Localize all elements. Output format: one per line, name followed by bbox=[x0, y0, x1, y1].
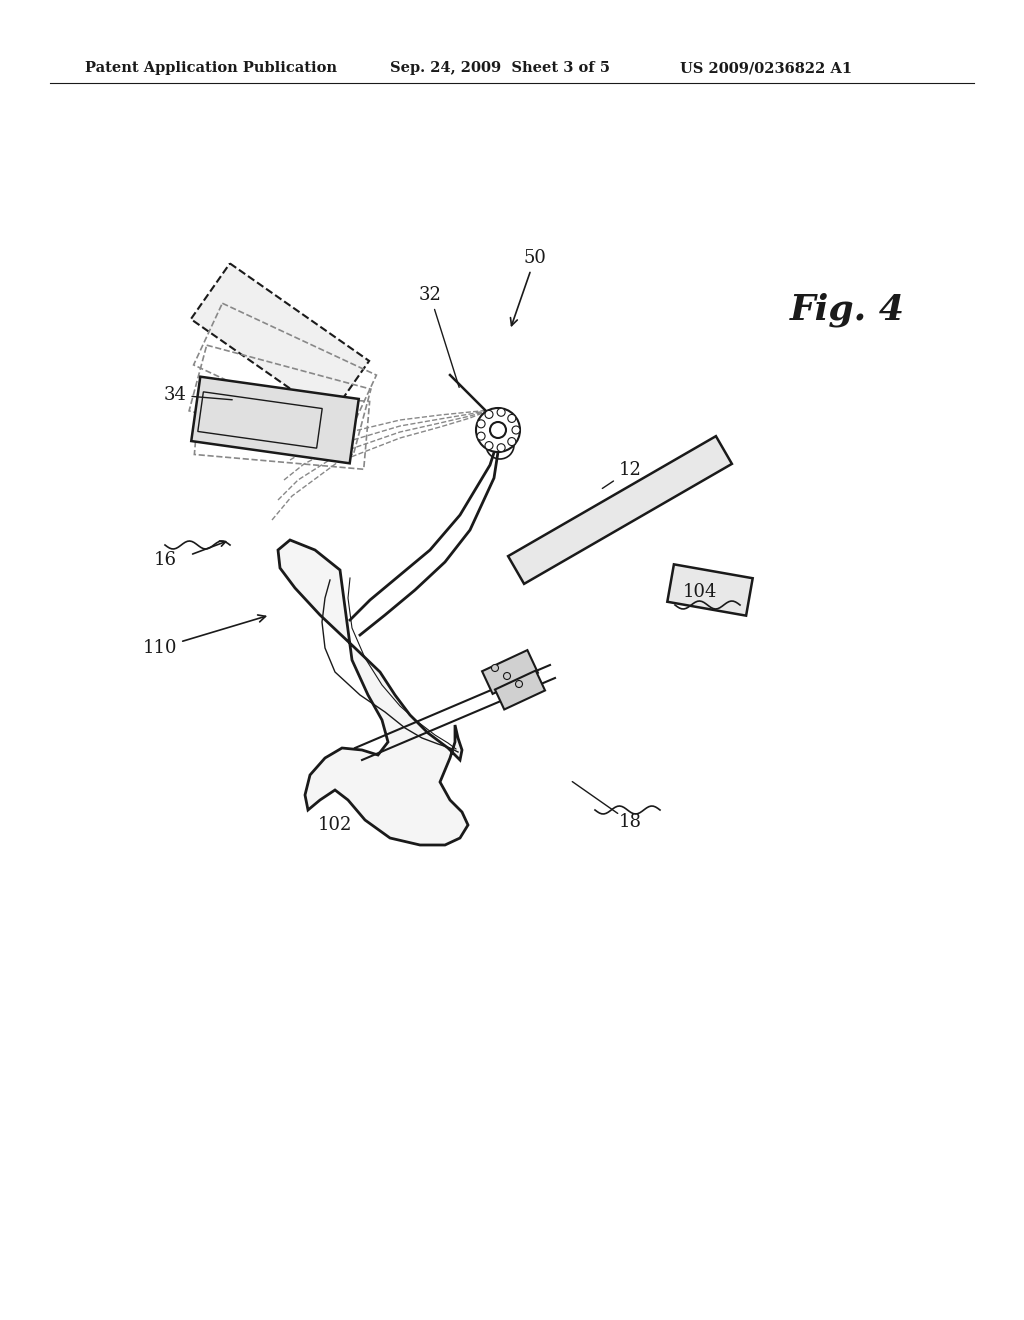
Bar bbox=[189, 345, 371, 455]
Text: 12: 12 bbox=[602, 461, 641, 488]
Circle shape bbox=[476, 408, 520, 451]
Text: Fig. 4: Fig. 4 bbox=[790, 293, 905, 327]
Circle shape bbox=[508, 437, 516, 446]
Text: 104: 104 bbox=[683, 583, 717, 601]
Circle shape bbox=[497, 444, 505, 451]
Circle shape bbox=[486, 432, 514, 459]
Text: US 2009/0236822 A1: US 2009/0236822 A1 bbox=[680, 61, 852, 75]
Circle shape bbox=[504, 672, 511, 680]
Text: Patent Application Publication: Patent Application Publication bbox=[85, 61, 337, 75]
Text: 110: 110 bbox=[142, 615, 265, 657]
Bar bbox=[508, 436, 732, 583]
Text: 50: 50 bbox=[511, 249, 547, 326]
Text: 32: 32 bbox=[419, 286, 459, 387]
Polygon shape bbox=[278, 540, 468, 845]
Text: 102: 102 bbox=[317, 816, 352, 834]
Bar bbox=[668, 565, 753, 615]
Text: 16: 16 bbox=[154, 550, 176, 569]
Bar bbox=[194, 304, 377, 437]
Circle shape bbox=[477, 420, 485, 428]
Bar bbox=[482, 651, 538, 694]
Circle shape bbox=[477, 432, 485, 440]
Text: Sep. 24, 2009  Sheet 3 of 5: Sep. 24, 2009 Sheet 3 of 5 bbox=[390, 61, 610, 75]
Bar bbox=[195, 387, 370, 470]
Bar bbox=[190, 264, 369, 417]
Bar bbox=[191, 376, 358, 463]
Bar bbox=[495, 671, 545, 709]
Circle shape bbox=[497, 408, 505, 416]
Circle shape bbox=[492, 664, 499, 672]
Bar bbox=[198, 392, 323, 449]
Circle shape bbox=[512, 426, 520, 434]
Text: 34: 34 bbox=[164, 385, 232, 404]
Circle shape bbox=[485, 442, 493, 450]
Circle shape bbox=[490, 422, 506, 438]
Circle shape bbox=[515, 681, 522, 688]
Text: 18: 18 bbox=[618, 813, 641, 832]
Circle shape bbox=[485, 411, 493, 418]
Circle shape bbox=[508, 414, 516, 422]
